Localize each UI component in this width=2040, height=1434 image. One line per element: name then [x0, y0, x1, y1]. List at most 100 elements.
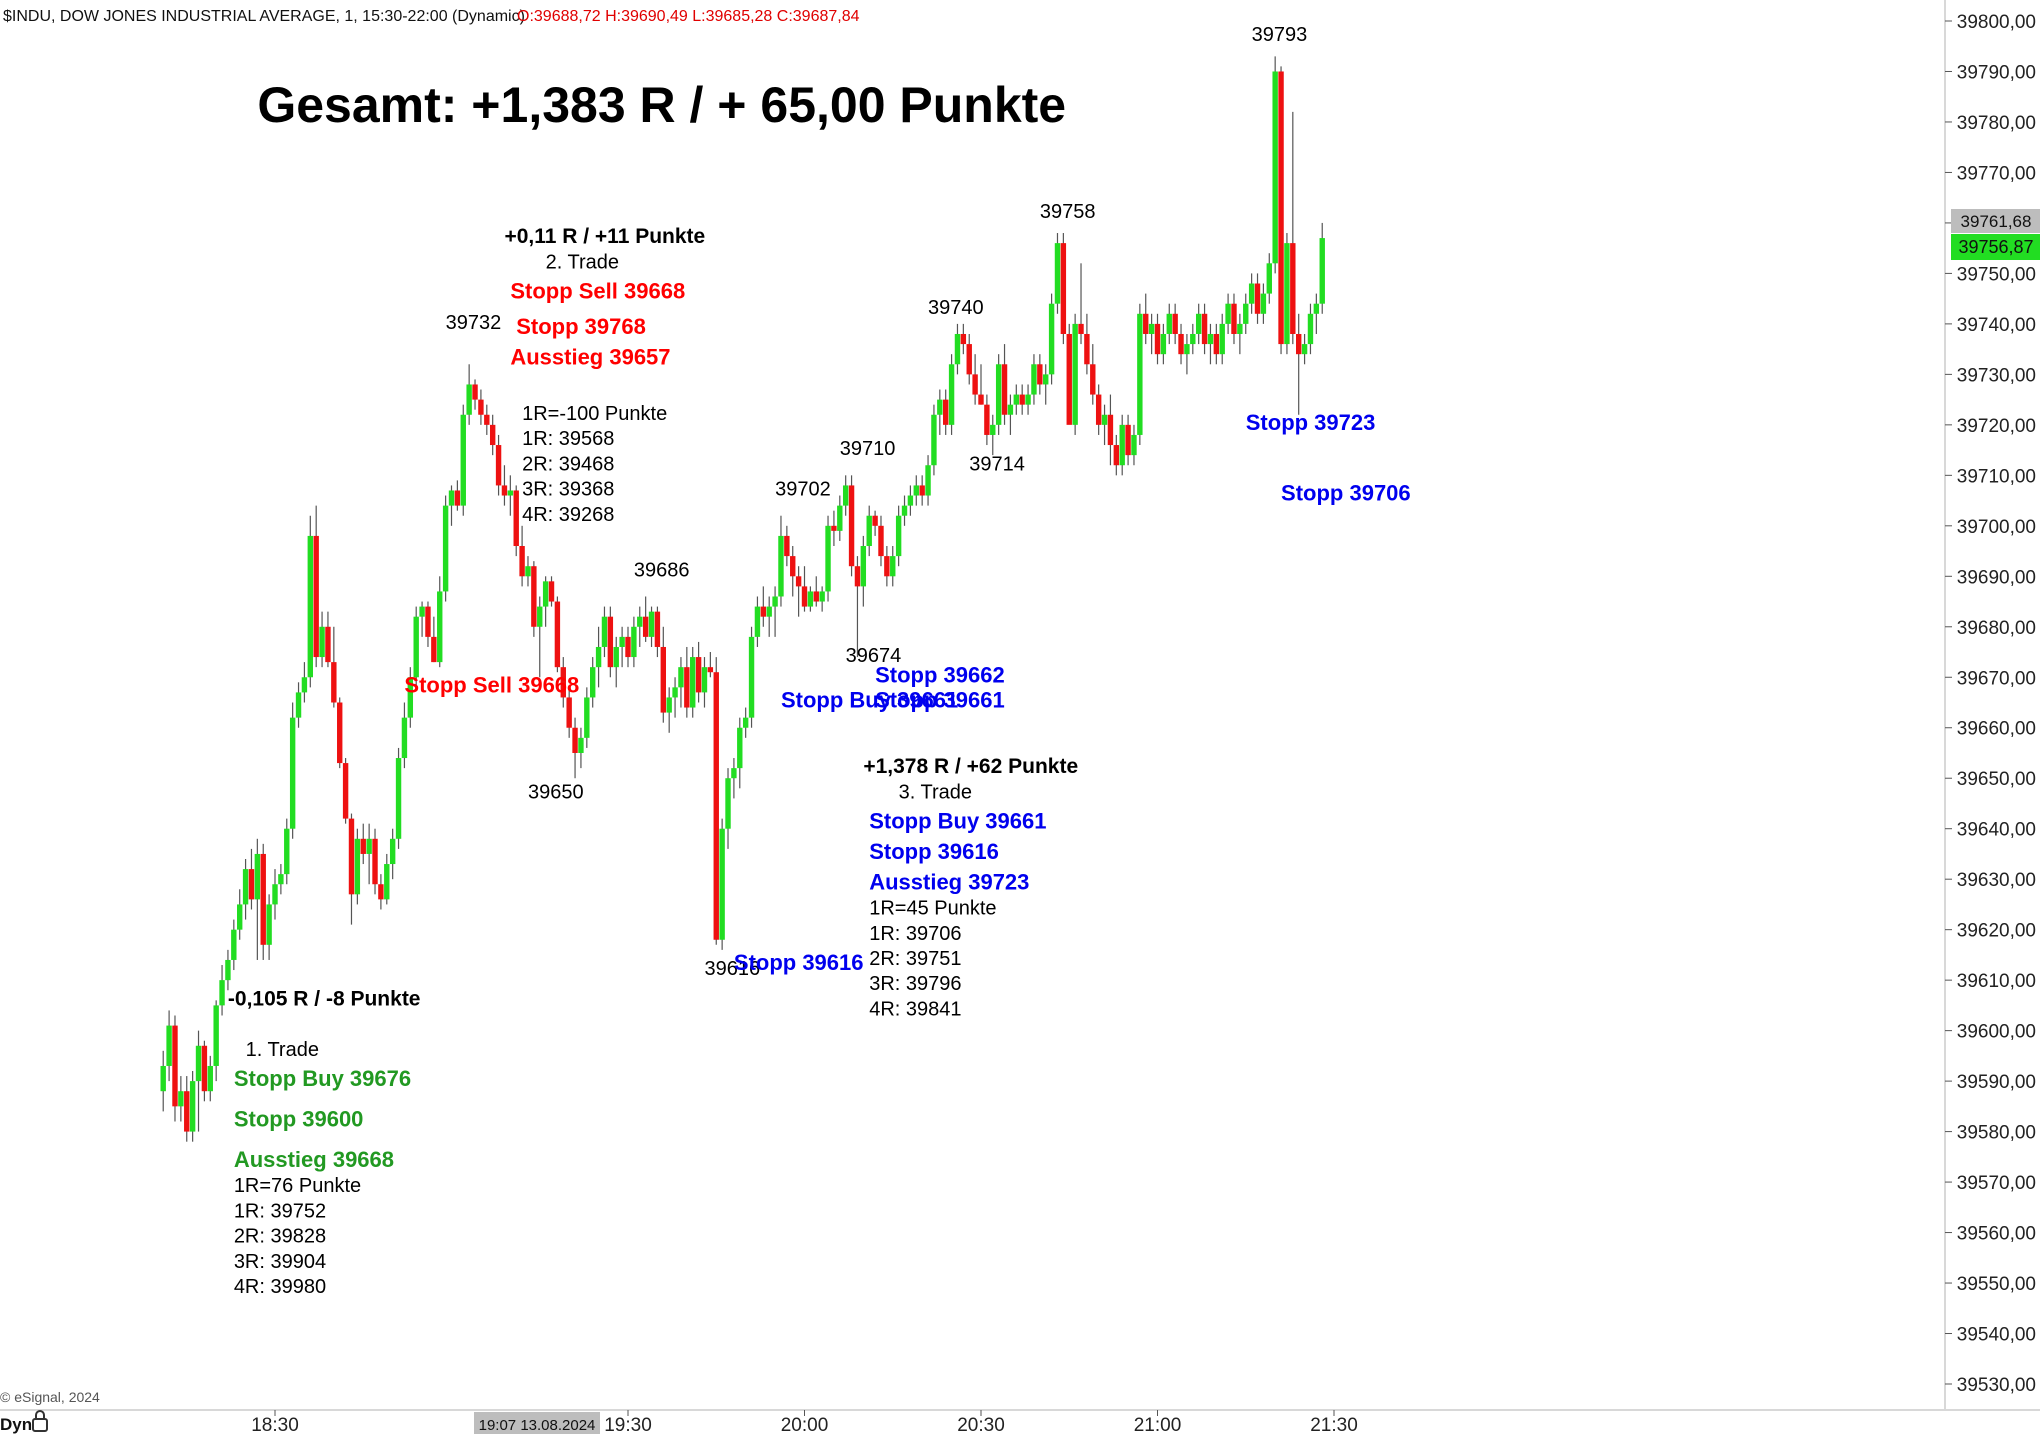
candle: [219, 965, 225, 1016]
candle: [413, 606, 419, 688]
candle: [166, 1010, 172, 1082]
y-tick-label: 39800,00: [1957, 12, 2036, 33]
candle-body: [790, 556, 796, 577]
candle-body: [201, 1045, 208, 1092]
candle: [1237, 313, 1243, 355]
candle: [866, 505, 872, 557]
candle-body: [325, 626, 331, 663]
candle-body: [678, 667, 684, 688]
candle: [307, 515, 313, 688]
lock-icon[interactable]: [32, 1410, 48, 1432]
candle: [1101, 404, 1108, 446]
candle: [348, 813, 355, 925]
chart-annotation: 1R: 39706: [869, 923, 961, 945]
candle: [507, 475, 514, 516]
candle: [378, 874, 384, 910]
candle-body: [1260, 293, 1267, 314]
candle-body: [254, 853, 261, 900]
dyn-label[interactable]: Dyn: [0, 1415, 32, 1434]
candle: [795, 566, 802, 617]
candle: [354, 828, 361, 905]
candle-body: [313, 535, 319, 658]
chart-annotation: 39793: [1252, 24, 1308, 46]
candle-body: [1143, 313, 1149, 334]
candle-body: [1201, 313, 1208, 345]
candle: [207, 1055, 213, 1102]
candle: [1313, 293, 1320, 334]
candle-body: [707, 667, 714, 673]
candle-body: [1031, 364, 1037, 395]
candle-body: [701, 667, 708, 693]
candle-body: [272, 884, 278, 905]
time-axis[interactable]: 18:30 19:30 20:00 20:30 21:00 21:30: [251, 1410, 1358, 1434]
candle: [619, 626, 625, 668]
chart-annotation: Stopp 39706: [1281, 481, 1411, 506]
candle-body: [1025, 394, 1031, 405]
candle: [284, 818, 290, 885]
candle-body: [713, 672, 719, 940]
candle: [1301, 333, 1308, 365]
candle: [248, 848, 255, 910]
candle: [360, 823, 366, 865]
candle-body: [890, 556, 896, 577]
chart-annotation: 39758: [1040, 201, 1096, 223]
candle-body: [160, 1065, 166, 1092]
candle-body: [213, 1005, 219, 1066]
candle-body: [813, 591, 819, 602]
candle-body: [1131, 434, 1137, 456]
candle-body: [654, 611, 661, 647]
candle: [1201, 303, 1208, 355]
candle-body: [289, 717, 296, 829]
chart-annotation: +1,378 R / +62 Punkte: [863, 755, 1078, 778]
candle-body: [978, 394, 984, 405]
candle-body: [401, 717, 408, 759]
candle: [431, 616, 437, 663]
chart-annotation: 1R=45 Punkte: [869, 898, 996, 920]
chart-annotation: 39714: [969, 453, 1025, 475]
candle: [954, 323, 961, 375]
candle: [460, 404, 466, 516]
candle: [1137, 303, 1143, 446]
chart-annotation: Ausstieg 39723: [869, 869, 1029, 894]
price-axis[interactable]: 39530,00 39540,00 39550,00 39560,00 39570,00…: [1945, 12, 2036, 1396]
y-tick-label: 39680,00: [1957, 618, 2036, 639]
candle-body: [507, 490, 514, 496]
candle-body: [631, 626, 637, 658]
candle: [366, 823, 372, 885]
chart-annotation: 2R: 39468: [522, 453, 614, 475]
candle: [1095, 384, 1102, 435]
candle-body: [348, 818, 355, 895]
chart-annotation: Stopp Buy 39661: [781, 688, 958, 713]
chart-annotation: 2. Trade: [546, 251, 619, 273]
candle-body: [1195, 313, 1202, 334]
candle: [519, 525, 525, 587]
candle-body: [1207, 333, 1214, 345]
candle-body: [537, 606, 543, 627]
candle: [831, 510, 837, 547]
candle-body: [778, 535, 784, 597]
candle: [901, 495, 908, 526]
candle-body: [1119, 424, 1125, 466]
y-tick-label: 39630,00: [1957, 870, 2036, 891]
candle-body: [943, 399, 949, 425]
candle: [631, 616, 637, 668]
candle: [913, 475, 919, 506]
candle: [666, 687, 672, 733]
candle: [872, 510, 878, 536]
candle: [437, 576, 443, 668]
chart-annotation: Stopp 39768: [516, 314, 646, 339]
y-tick-label: 39620,00: [1957, 921, 2036, 942]
candle: [1284, 233, 1290, 355]
candle: [201, 1040, 208, 1102]
candle-body: [754, 606, 761, 637]
candle-body: [548, 581, 555, 602]
annotations-layer: Gesamt: +1,383 R / + 65,00 Punkte 39793 +0…: [228, 24, 1411, 1298]
y-tick-label: 39690,00: [1957, 567, 2036, 588]
candle-body: [1148, 323, 1155, 334]
candle: [584, 687, 590, 748]
candle: [501, 465, 508, 506]
candle-body: [1278, 71, 1284, 345]
candle-body: [419, 606, 425, 617]
candle-body: [384, 864, 390, 900]
